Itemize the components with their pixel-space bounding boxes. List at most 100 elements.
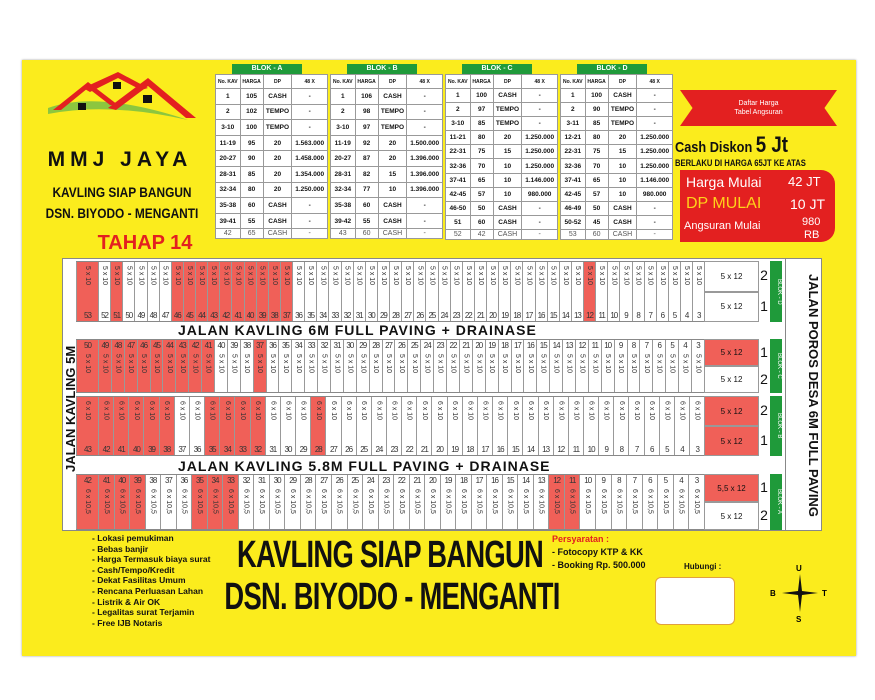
lot-available[interactable]: 10 6 x 10 xyxy=(583,397,598,455)
lot-sold[interactable]: 37 5 x 10 xyxy=(279,262,292,321)
lot-available[interactable]: 5 6 x 10 xyxy=(658,397,674,455)
lot-available[interactable]: 23 6 x 10 xyxy=(385,397,401,455)
lot-available[interactable]: 27 5 x 10 xyxy=(401,262,413,321)
lot-sold[interactable]: 28 6 x 10 xyxy=(310,397,326,455)
lot-available[interactable]: 30 6 x 10,5 xyxy=(268,475,285,529)
lot-available[interactable]: 36 5 x 10 xyxy=(265,340,279,392)
lot-available[interactable]: 5 x 12 xyxy=(704,261,759,292)
lot-available[interactable]: 8 5 x 10 xyxy=(626,340,640,392)
lot-available[interactable]: 10 5 x 10 xyxy=(600,340,614,392)
lot-sold[interactable]: 35 6 x 10,5 xyxy=(191,475,207,529)
lot-sold[interactable]: 41 5 x 10 xyxy=(201,340,215,392)
lot-sold[interactable]: 40 5 x 10 xyxy=(243,262,256,321)
lot-available[interactable]: 9 6 x 10,5 xyxy=(595,475,611,529)
lot-available[interactable]: 4 6 x 10,5 xyxy=(672,475,689,529)
lot-available[interactable]: 31 6 x 10,5 xyxy=(253,475,269,529)
lot-available[interactable]: 8 6 x 10 xyxy=(613,397,628,455)
lot-available[interactable]: 17 6 x 10,5 xyxy=(470,475,487,529)
lot-sold[interactable]: 53 5 x 10 xyxy=(76,262,98,321)
lot-available[interactable]: 9 5 x 10 xyxy=(619,262,631,321)
lot-sold[interactable]: 40 6 x 10 xyxy=(128,397,144,455)
lot-sold[interactable]: 42 6 x 10,5 xyxy=(76,475,98,529)
lot-available[interactable]: 24 5 x 10 xyxy=(420,340,433,392)
lot-available[interactable]: 27 5 x 10 xyxy=(381,340,395,392)
lot-available[interactable]: 14 6 x 10 xyxy=(522,397,537,455)
lot-available[interactable]: 6 6 x 10,5 xyxy=(641,475,658,529)
lot-available[interactable]: 8 5 x 10 xyxy=(631,262,644,321)
lot-available[interactable]: 15 5 x 10 xyxy=(536,340,549,392)
lot-available[interactable]: 6 5 x 10 xyxy=(655,262,668,321)
lot-available[interactable]: 13 6 x 10 xyxy=(537,397,553,455)
lot-sold[interactable]: 44 5 x 10 xyxy=(195,262,208,321)
lot-available[interactable]: 22 6 x 10 xyxy=(401,397,416,455)
lot-sold[interactable]: 40 6 x 10,5 xyxy=(113,475,130,529)
lot-available[interactable]: 21 6 x 10,5 xyxy=(408,475,425,529)
lot-available[interactable]: 28 5 x 10 xyxy=(389,262,401,321)
lot-sold[interactable]: 41 6 x 10,5 xyxy=(98,475,114,529)
lot-available[interactable]: 27 6 x 10 xyxy=(325,397,340,455)
lot-available[interactable]: 4 5 x 10 xyxy=(680,262,692,321)
lot-available[interactable]: 7 6 x 10 xyxy=(628,397,643,455)
lot-available[interactable]: 26 5 x 10 xyxy=(394,340,407,392)
lot-sold[interactable]: 5 x 12 xyxy=(704,396,759,426)
lot-available[interactable]: 20 6 x 10,5 xyxy=(424,475,440,529)
lot-available[interactable]: 20 6 x 10 xyxy=(431,397,446,455)
lot-available[interactable]: 17 5 x 10 xyxy=(510,340,524,392)
lot-sold[interactable]: 46 5 x 10 xyxy=(170,262,183,321)
lot-available[interactable]: 7 5 x 10 xyxy=(639,340,652,392)
lot-sold[interactable]: 34 6 x 10 xyxy=(219,397,235,455)
lot-available[interactable]: 14 5 x 10 xyxy=(549,340,562,392)
lot-available[interactable]: 11 5 x 10 xyxy=(595,262,607,321)
lot-sold[interactable]: 12 5 x 10 xyxy=(583,262,596,321)
lot-sold[interactable]: 42 5 x 10 xyxy=(219,262,232,321)
lot-available[interactable]: 14 6 x 10,5 xyxy=(517,475,533,529)
lot-available[interactable]: 18 5 x 10 xyxy=(497,340,511,392)
lot-sold[interactable]: 11 6 x 10,5 xyxy=(563,475,580,529)
lot-available[interactable]: 24 6 x 10,5 xyxy=(362,475,378,529)
lot-available[interactable]: 32 5 x 10 xyxy=(340,262,353,321)
lot-available[interactable]: 34 5 x 10 xyxy=(316,262,328,321)
lot-available[interactable]: 6 5 x 10 xyxy=(652,340,665,392)
lot-available[interactable]: 48 5 x 10 xyxy=(146,262,159,321)
lot-sold[interactable]: 5 x 12 xyxy=(704,426,759,456)
lot-available[interactable]: 35 5 x 10 xyxy=(278,340,291,392)
lot-available[interactable]: 27 6 x 10,5 xyxy=(315,475,331,529)
lot-available[interactable]: 21 5 x 10 xyxy=(458,340,472,392)
lot-available[interactable]: 26 5 x 10 xyxy=(413,262,425,321)
lot-available[interactable]: 10 5 x 10 xyxy=(607,262,619,321)
lot-sold[interactable]: 44 5 x 10 xyxy=(162,340,176,392)
lot-available[interactable]: 9 6 x 10 xyxy=(598,397,613,455)
lot-available[interactable]: 39 5 x 10 xyxy=(226,340,240,392)
lot-sold[interactable]: 5 x 12 xyxy=(704,339,759,366)
lot-available[interactable]: 26 6 x 10,5 xyxy=(330,475,347,529)
lot-sold[interactable]: 50 5 x 10 xyxy=(76,340,98,392)
lot-available[interactable]: 36 5 x 10 xyxy=(292,262,304,321)
lot-available[interactable]: 14 5 x 10 xyxy=(558,262,571,321)
lot-available[interactable]: 3 6 x 10 xyxy=(689,397,704,455)
lot-available[interactable]: 21 5 x 10 xyxy=(473,262,486,321)
lot-sold[interactable]: 45 5 x 10 xyxy=(149,340,163,392)
lot-available[interactable]: 32 6 x 10,5 xyxy=(237,475,254,529)
lot-available[interactable]: 30 5 x 10 xyxy=(342,340,356,392)
lot-sold[interactable]: 12 6 x 10,5 xyxy=(548,475,564,529)
lot-available[interactable]: 21 6 x 10 xyxy=(416,397,431,455)
lot-available[interactable]: 37 6 x 10,5 xyxy=(160,475,176,529)
lot-available[interactable]: 12 5 x 10 xyxy=(574,340,588,392)
lot-available[interactable]: 16 6 x 10,5 xyxy=(486,475,502,529)
lot-available[interactable]: 31 6 x 10 xyxy=(264,397,280,455)
lot-available[interactable]: 29 5 x 10 xyxy=(355,340,369,392)
lot-sold[interactable]: 39 6 x 10,5 xyxy=(129,475,145,529)
lot-available[interactable]: 32 5 x 10 xyxy=(317,340,330,392)
lot-available[interactable]: 29 6 x 10,5 xyxy=(284,475,300,529)
lot-sold[interactable]: 49 5 x 10 xyxy=(98,340,111,392)
lot-available[interactable]: 6 6 x 10 xyxy=(643,397,659,455)
lot-available[interactable]: 31 5 x 10 xyxy=(352,262,365,321)
lot-available[interactable]: 24 5 x 10 xyxy=(437,262,450,321)
lot-sold[interactable]: 51 5 x 10 xyxy=(110,262,123,321)
lot-available[interactable]: 25 5 x 10 xyxy=(407,340,420,392)
lot-available[interactable]: 23 6 x 10,5 xyxy=(377,475,394,529)
lot-available[interactable]: 29 6 x 10 xyxy=(295,397,310,455)
lot-available[interactable]: 7 6 x 10,5 xyxy=(626,475,642,529)
lot-sold[interactable]: 43 6 x 10 xyxy=(76,397,98,455)
lot-available[interactable]: 26 6 x 10 xyxy=(340,397,356,455)
